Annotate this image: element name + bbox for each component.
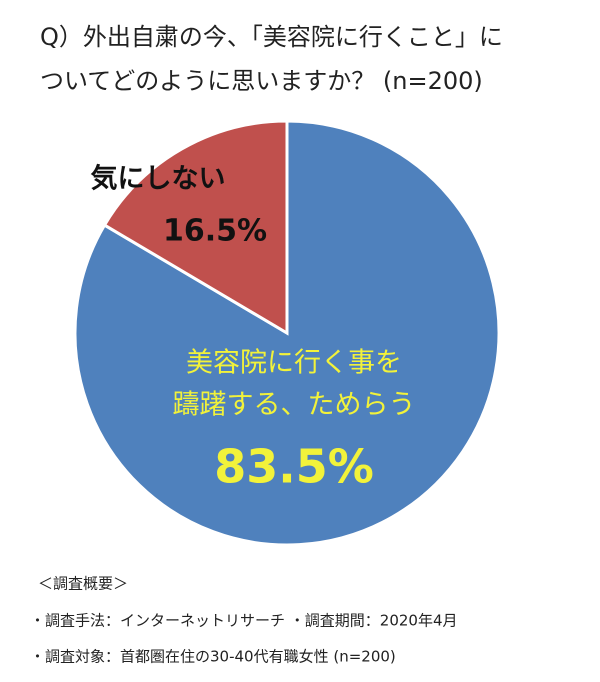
chart-title: Q）外出自粛の今、「美容院に行くこと」に [40, 23, 503, 51]
slice-label: 躊躇する、ためらう [173, 390, 416, 421]
chart-title: ついてどのように思いますか？ (n=200) [40, 67, 483, 95]
slice-label: 美容院に行く事を [186, 348, 402, 379]
slice-label: 気にしない [91, 163, 226, 195]
note: ＜調査概要＞ [38, 575, 128, 593]
note: ・調査対象：首都圏在住の30-40代有職女性 (n=200) [30, 648, 396, 666]
value-label: 83.5% [214, 440, 374, 494]
value-label: 16.5% [163, 214, 267, 249]
pie-slice [102, 119, 289, 336]
note: ・調査手法：インターネットリサーチ ・調査期間：2020年4月 [30, 612, 458, 630]
